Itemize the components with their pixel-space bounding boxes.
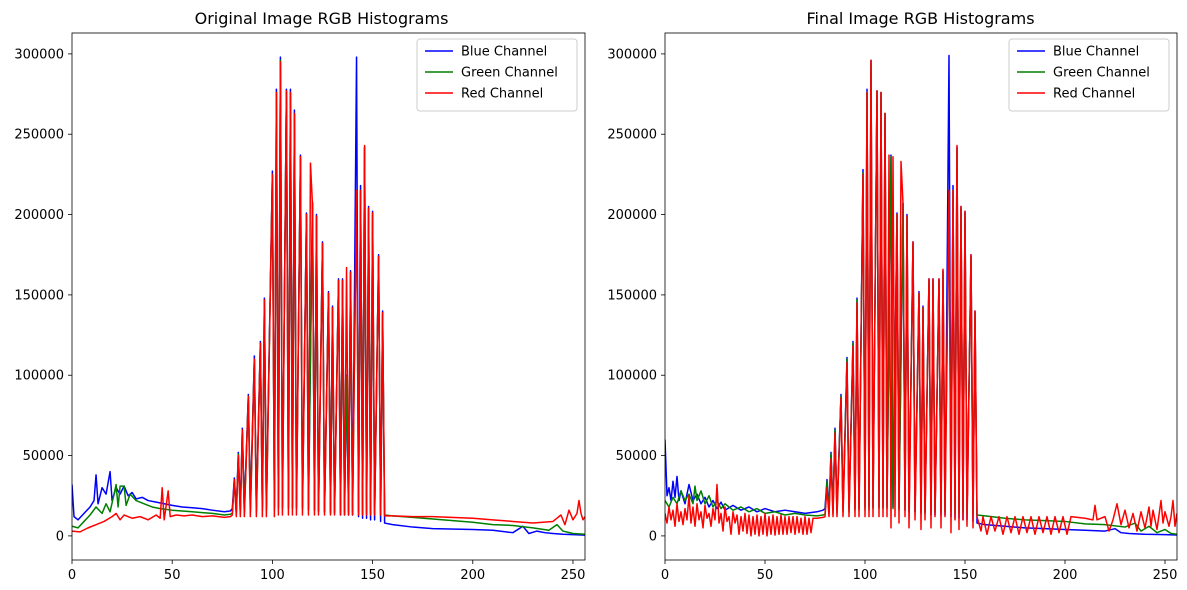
x-tick-label: 150 [360, 568, 385, 583]
y-tick-label: 50000 [23, 449, 64, 464]
legend-box [1008, 38, 1170, 112]
series-line-red-channel [72, 61, 585, 533]
y-tick-label: 200000 [607, 208, 657, 223]
legend-label: Blue Channel [1053, 45, 1139, 60]
legend-label: Green Channel [1053, 66, 1150, 81]
y-tick-label: 100000 [607, 369, 657, 384]
legend-label: Blue Channel [461, 45, 547, 60]
x-tick-label: 0 [661, 568, 669, 583]
legend-label: Red Channel [1053, 87, 1135, 102]
legend-label: Red Channel [461, 87, 543, 102]
x-tick-label: 100 [260, 568, 285, 583]
y-tick-label: 300000 [607, 47, 657, 62]
chart-right: Final Image RGB Histograms 0 50 100 150 200 2… [607, 9, 1177, 583]
y-tick-label: 50000 [616, 449, 657, 464]
x-tick-label: 250 [561, 568, 586, 583]
y-tick-label: 0 [56, 529, 64, 544]
legend-box [416, 38, 578, 112]
y-tick-label: 250000 [607, 128, 657, 143]
y-tick-label: 100000 [14, 369, 64, 384]
chart-title: Final Image RGB Histograms [806, 9, 1034, 28]
y-tick-label: 0 [649, 529, 657, 544]
plot-area: 0 50 100 150 200 250 0 50000 100000 150000 200000 2… [607, 32, 1178, 583]
x-tick-label: 250 [1153, 568, 1178, 583]
legend: Blue Channel Green Channel Red Channel [1008, 38, 1170, 112]
legend: Blue Channel Green Channel Red Channel [416, 38, 578, 112]
chart-title: Original Image RGB Histograms [195, 9, 449, 28]
x-tick-label: 50 [757, 568, 774, 583]
x-tick-label: 200 [460, 568, 485, 583]
series-line-red-channel [665, 59, 1177, 537]
x-tick-label: 150 [953, 568, 978, 583]
x-tick-label: 100 [853, 568, 878, 583]
y-tick-label: 150000 [607, 288, 657, 303]
y-tick-label: 250000 [14, 128, 64, 143]
chart-left: Original Image RGB Histograms 0 50 100 150 2… [14, 9, 586, 583]
x-tick-label: 0 [68, 568, 76, 583]
axes-frame [664, 32, 1178, 561]
plot-area: 0 50 100 150 200 250 0 50000 100000 150000 200000 2… [14, 32, 586, 583]
y-tick-label: 300000 [14, 47, 64, 62]
x-tick-label: 200 [1053, 568, 1078, 583]
x-tick-label: 50 [164, 568, 181, 583]
y-tick-label: 150000 [14, 288, 64, 303]
axes-frame [71, 32, 586, 561]
y-tick-label: 200000 [14, 208, 64, 223]
legend-label: Green Channel [461, 66, 558, 81]
